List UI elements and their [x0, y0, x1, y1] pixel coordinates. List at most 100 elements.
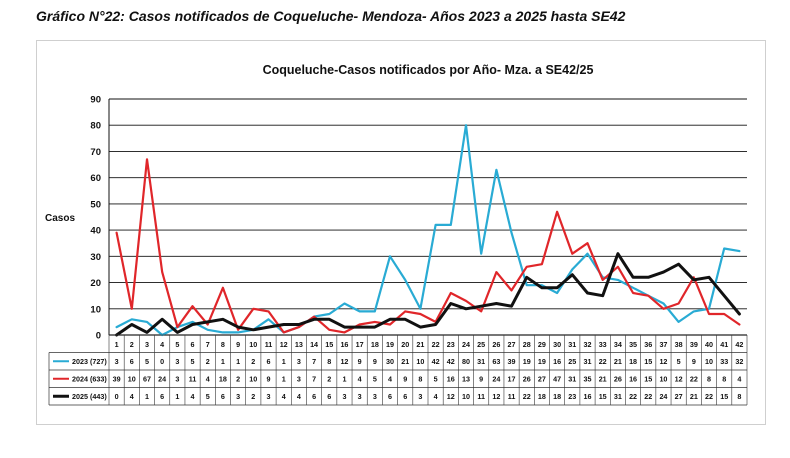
x-tick-label: 25 [477, 340, 485, 349]
data-table-value: 22 [644, 392, 652, 401]
x-tick-label: 1 [115, 340, 119, 349]
data-table-value: 12 [675, 374, 683, 383]
x-tick-label: 26 [492, 340, 500, 349]
data-table-value: 9 [358, 357, 362, 366]
x-tick-label: 6 [191, 340, 195, 349]
data-table-value: 4 [282, 392, 286, 401]
y-tick-label: 70 [90, 147, 101, 158]
legend-label-2: 2025 (443) [72, 392, 107, 401]
y-tick-label: 60 [90, 173, 101, 184]
x-tick-label: 2 [130, 340, 134, 349]
data-table-value: 18 [538, 392, 546, 401]
x-tick-label: 4 [160, 340, 164, 349]
data-table-value: 31 [477, 357, 485, 366]
data-table-value: 5 [434, 374, 438, 383]
data-table-value: 2 [327, 374, 331, 383]
data-table-value: 3 [342, 392, 346, 401]
x-tick-label: 32 [584, 340, 592, 349]
data-table-value: 1 [145, 392, 149, 401]
data-table-value: 10 [705, 357, 713, 366]
data-table-value: 3 [175, 374, 179, 383]
x-tick-label: 37 [659, 340, 667, 349]
data-table-value: 5 [677, 357, 681, 366]
x-tick-label: 21 [416, 340, 424, 349]
data-table-value: 16 [447, 374, 455, 383]
data-table-value: 22 [523, 392, 531, 401]
data-table-value: 10 [462, 392, 470, 401]
data-table-value: 24 [659, 392, 667, 401]
data-table-value: 6 [160, 392, 164, 401]
data-table-value: 22 [690, 374, 698, 383]
data-table-value: 30 [386, 357, 394, 366]
data-table-value: 5 [373, 374, 377, 383]
data-table-value: 21 [401, 357, 409, 366]
data-table-value: 9 [403, 374, 407, 383]
series-line-1 [115, 158, 741, 334]
data-table-value: 4 [297, 392, 301, 401]
series-line-2 [115, 252, 741, 337]
data-table-value: 39 [113, 374, 121, 383]
data-table-value: 4 [434, 392, 438, 401]
data-table-value: 3 [297, 374, 301, 383]
x-tick-label: 42 [735, 340, 743, 349]
data-table-value: 31 [568, 374, 576, 383]
data-table-value: 1 [282, 374, 286, 383]
data-table-value: 10 [659, 374, 667, 383]
data-table-value: 35 [584, 374, 592, 383]
x-tick-label: 14 [310, 340, 318, 349]
data-table-value: 22 [599, 357, 607, 366]
x-tick-label: 23 [447, 340, 455, 349]
data-table-value: 33 [720, 357, 728, 366]
data-table-value: 22 [705, 392, 713, 401]
data-table-value: 3 [358, 392, 362, 401]
data-table-value: 21 [599, 374, 607, 383]
x-tick-label: 36 [644, 340, 652, 349]
data-table-value: 6 [327, 392, 331, 401]
x-tick-label: 17 [356, 340, 364, 349]
data-table-value: 4 [737, 374, 741, 383]
legend-label-1: 2024 (633) [72, 374, 107, 383]
data-table-value: 1 [221, 357, 225, 366]
x-tick-label: 7 [206, 340, 210, 349]
x-tick-label: 31 [568, 340, 576, 349]
y-tick-label: 40 [90, 226, 101, 237]
data-table-value: 26 [614, 374, 622, 383]
y-tick-label: 90 [90, 95, 101, 106]
data-table-value: 6 [312, 392, 316, 401]
data-table-value: 3 [115, 357, 119, 366]
x-tick-label: 16 [340, 340, 348, 349]
data-table-value: 11 [189, 374, 197, 383]
data-table-value: 42 [432, 357, 440, 366]
data-table-value: 16 [584, 392, 592, 401]
x-tick-label: 41 [720, 340, 728, 349]
data-table-value: 13 [462, 374, 470, 383]
data-table-value: 25 [568, 357, 576, 366]
data-table-value: 4 [206, 374, 210, 383]
data-table-value: 24 [158, 374, 166, 383]
data-table-value: 16 [629, 374, 637, 383]
x-tick-label: 39 [690, 340, 698, 349]
data-table-value: 39 [508, 357, 516, 366]
data-table-value: 32 [735, 357, 743, 366]
x-tick-label: 29 [538, 340, 546, 349]
data-table-value: 21 [614, 357, 622, 366]
y-tick-label: 0 [96, 331, 101, 342]
y-tick-label: 30 [90, 252, 101, 263]
data-table-value: 9 [373, 357, 377, 366]
data-table-value: 42 [447, 357, 455, 366]
data-table-value: 8 [707, 374, 711, 383]
data-table-value: 3 [297, 357, 301, 366]
data-table-value: 47 [553, 374, 561, 383]
data-table-value: 7 [312, 357, 316, 366]
data-table-value: 2 [236, 374, 240, 383]
data-table-value: 6 [267, 357, 271, 366]
data-table-value: 18 [629, 357, 637, 366]
data-table-value: 15 [599, 392, 607, 401]
data-table-value: 21 [690, 392, 698, 401]
x-tick-label: 28 [523, 340, 531, 349]
data-table-value: 16 [553, 357, 561, 366]
line-chart: Coqueluche-Casos notificados por Año- Mz… [45, 63, 748, 406]
y-tick-label: 50 [90, 199, 101, 210]
data-table-value: 2 [251, 392, 255, 401]
x-tick-label: 18 [371, 340, 379, 349]
